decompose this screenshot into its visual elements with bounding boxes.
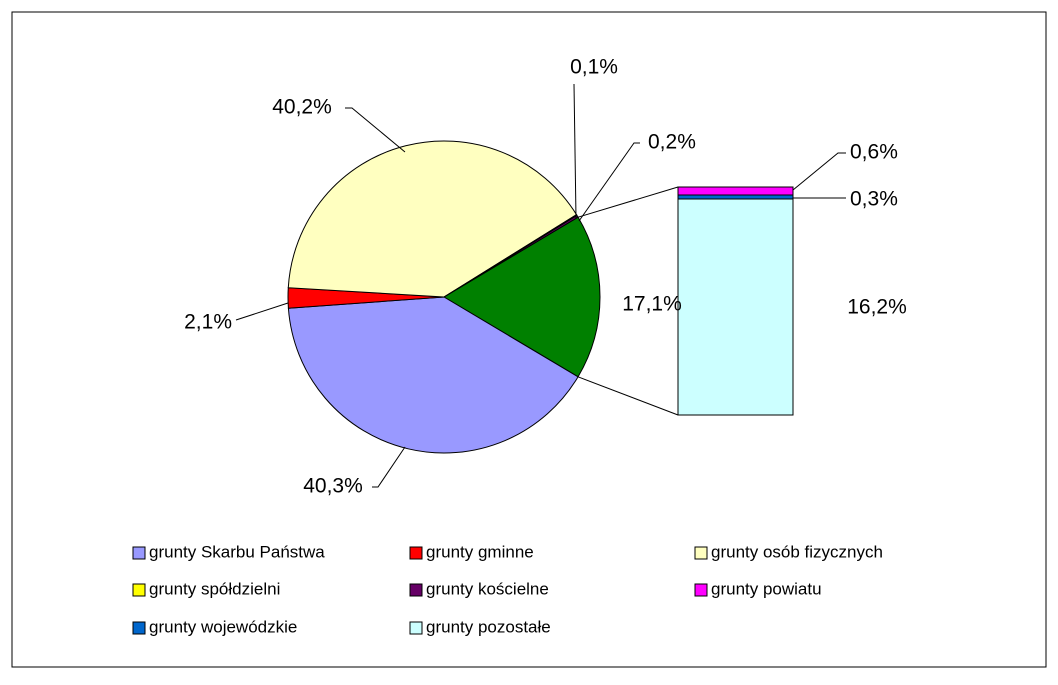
bar-segment	[677, 186, 794, 196]
bar-segment	[677, 194, 794, 200]
data-label: 16,2%	[847, 296, 907, 319]
data-label: 40,2%	[272, 96, 332, 119]
data-label: 0,2%	[648, 131, 696, 154]
legend-label: grunty spółdzielni	[149, 579, 280, 598]
leader-line	[578, 142, 640, 222]
data-label: 0,6%	[850, 141, 898, 164]
pie-slice	[287, 296, 579, 454]
legend-label: grunty powiatu	[711, 579, 822, 598]
data-label: 2,1%	[184, 311, 232, 334]
data-label: 40,3%	[303, 475, 363, 498]
leader-line	[573, 83, 577, 219]
legend-swatch	[694, 546, 708, 560]
legend-swatch	[132, 621, 146, 635]
pie-slice	[443, 216, 601, 378]
leader-line	[345, 107, 406, 153]
data-label: 17,1%	[622, 293, 682, 316]
leader-line	[235, 302, 289, 321]
legend-swatch	[409, 546, 423, 560]
legend-swatch	[132, 546, 146, 560]
legend-label: grunty osób fizycznych	[711, 542, 883, 561]
connector-line	[577, 376, 679, 416]
legend-swatch	[409, 621, 423, 635]
legend-label: grunty wojewódzkie	[149, 617, 297, 636]
legend-label: grunty gminne	[426, 542, 534, 561]
legend-label: grunty Skarbu Państwa	[149, 542, 325, 561]
leader-line	[372, 446, 406, 488]
connector-line	[577, 186, 679, 218]
legend-swatch	[132, 583, 146, 597]
pie-slice	[287, 140, 578, 298]
bar-segment	[677, 198, 794, 416]
legend-label: grunty pozostałe	[426, 617, 551, 636]
data-label: 0,1%	[570, 56, 618, 79]
data-label: 0,3%	[850, 188, 898, 211]
legend-swatch	[409, 583, 423, 597]
legend-label: grunty kościelne	[426, 579, 549, 598]
legend-swatch	[694, 583, 708, 597]
leader-line	[792, 152, 846, 191]
